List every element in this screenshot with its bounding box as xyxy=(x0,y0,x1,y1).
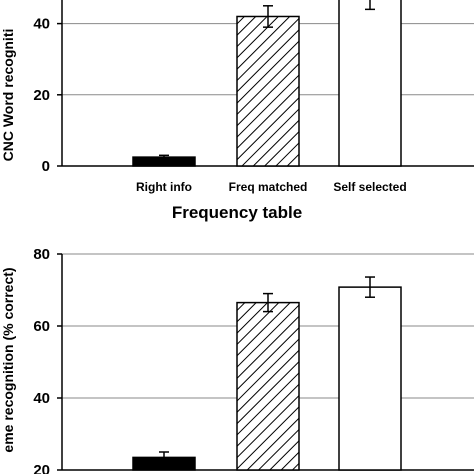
y-axis-title: eme recognition (% correct) xyxy=(0,267,16,452)
y-axis-title: CNC Word recogniti xyxy=(0,29,16,162)
y-tick-label: 80 xyxy=(33,246,50,263)
bar-self-selected xyxy=(338,0,402,167)
x-category-label: Self selected xyxy=(333,180,406,194)
y-tick-label: 20 xyxy=(33,462,50,474)
y-tick-label: 40 xyxy=(33,390,50,407)
bottom-chart: 20 40 60 80 eme recognition (% correct) xyxy=(0,246,474,474)
y-tick-label: 40 xyxy=(33,16,50,33)
y-tick-label: 0 xyxy=(42,158,50,175)
x-category-label: Freq matched xyxy=(229,180,308,194)
bar-freq-matched xyxy=(236,301,300,471)
bar-freq-matched xyxy=(236,15,300,167)
top-chart: 0 20 40 Right info Freq matched Self selected… xyxy=(0,0,474,194)
bar-self-selected xyxy=(338,286,402,471)
section-title: Frequency table xyxy=(171,203,303,222)
x-category-label: Right info xyxy=(136,180,192,194)
y-tick-label: 60 xyxy=(33,318,50,335)
y-tick-label: 20 xyxy=(33,87,50,104)
